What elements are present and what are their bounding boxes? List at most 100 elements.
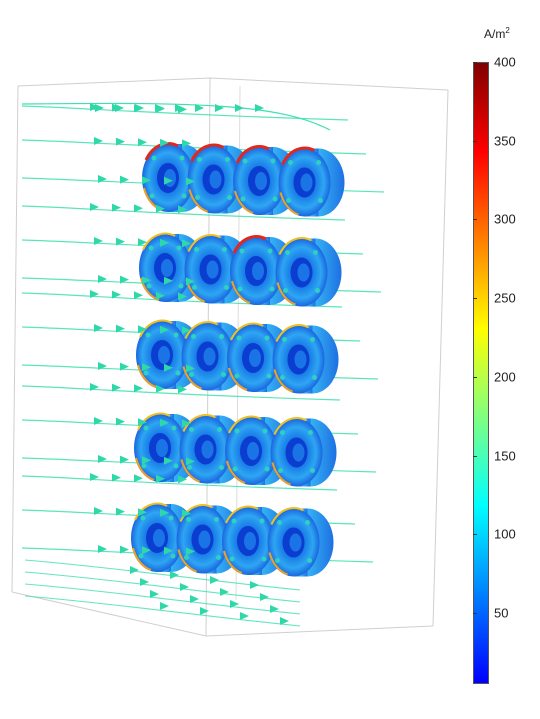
flow-arrow bbox=[138, 508, 147, 517]
coil-hole-inner bbox=[292, 443, 305, 462]
coil-rim bbox=[188, 189, 208, 213]
coil-pin bbox=[173, 463, 179, 469]
coil-pin bbox=[232, 466, 238, 472]
coil-pin bbox=[224, 285, 229, 290]
coil-rim bbox=[134, 502, 168, 521]
coil bbox=[181, 321, 248, 391]
flow-arrow bbox=[98, 545, 107, 553]
streamline bbox=[24, 571, 301, 603]
coil-rim bbox=[231, 280, 251, 304]
coil-pin bbox=[151, 155, 157, 161]
flow-arrow bbox=[138, 238, 147, 247]
coil-rim bbox=[276, 282, 296, 306]
flow-arrow bbox=[195, 104, 204, 112]
coil-rim bbox=[137, 412, 171, 431]
flow-arrow bbox=[116, 237, 125, 246]
coil-hole-inner bbox=[252, 262, 264, 280]
flow-arrow bbox=[150, 590, 159, 598]
coil-pin bbox=[229, 556, 235, 562]
coil-rim bbox=[226, 460, 246, 484]
coil-pin bbox=[145, 332, 151, 338]
colorbar-tick-mark bbox=[473, 613, 477, 615]
coil-pin bbox=[219, 465, 224, 470]
coil-pin bbox=[305, 520, 310, 525]
flow-arrow bbox=[186, 364, 195, 373]
coil-hole-inner bbox=[294, 350, 307, 369]
coil-rim bbox=[177, 549, 197, 573]
flow-arrow bbox=[178, 292, 187, 301]
flow-arrow bbox=[178, 205, 187, 214]
flow-arrow bbox=[164, 546, 173, 555]
flow-arrow bbox=[142, 276, 151, 285]
flow-arrow bbox=[178, 385, 187, 394]
flow-arrow bbox=[182, 419, 191, 428]
flow-arrow bbox=[160, 238, 169, 247]
coil-pin bbox=[184, 555, 189, 560]
flow-arrow bbox=[255, 104, 264, 112]
coil-pin bbox=[225, 157, 230, 162]
flow-arrow bbox=[94, 137, 103, 145]
flow-arrow bbox=[112, 383, 121, 392]
coil-rim bbox=[132, 547, 152, 571]
coil-hole-inner bbox=[300, 173, 313, 192]
coil-pin bbox=[146, 283, 152, 289]
coil-rim bbox=[190, 143, 225, 163]
flow-arrow bbox=[175, 104, 184, 112]
coil bbox=[272, 324, 339, 394]
flow-arrow bbox=[94, 324, 103, 332]
flow-arrow bbox=[142, 456, 151, 465]
coil bbox=[179, 414, 246, 484]
flow-arrow bbox=[160, 325, 169, 334]
flow-arrow bbox=[142, 546, 151, 555]
coil-rim bbox=[139, 319, 173, 338]
coil-pin bbox=[181, 193, 187, 199]
flow-arrow bbox=[164, 176, 173, 185]
flow-arrow bbox=[170, 571, 179, 579]
flow-arrow bbox=[120, 362, 129, 371]
flow-arrow bbox=[90, 383, 99, 391]
coil-pin bbox=[170, 553, 176, 559]
coil-rim bbox=[179, 504, 213, 522]
flow-arrow bbox=[160, 602, 169, 610]
coil-pin bbox=[214, 517, 219, 522]
coil-rim bbox=[279, 192, 299, 216]
flow-arrow bbox=[155, 104, 164, 112]
flow-arrow bbox=[90, 103, 99, 111]
coil-pin bbox=[270, 158, 276, 164]
coil-pin bbox=[234, 373, 240, 379]
flow-arrow bbox=[186, 177, 195, 186]
coil-pin bbox=[307, 558, 312, 563]
coil bbox=[227, 322, 293, 392]
coil-pin bbox=[310, 337, 315, 342]
coil-pin bbox=[173, 332, 179, 338]
flow-arrow bbox=[156, 474, 165, 483]
coil-hole-inner bbox=[297, 263, 310, 282]
coil-pin bbox=[176, 245, 182, 251]
flow-arrows bbox=[90, 103, 289, 625]
colorbar-tick-mark bbox=[473, 376, 477, 378]
flow-arrow bbox=[98, 362, 107, 370]
coil-pin bbox=[264, 466, 270, 472]
flow-arrow bbox=[260, 593, 269, 601]
coil-pin bbox=[221, 372, 226, 377]
coil-rim bbox=[182, 366, 202, 390]
coil-pin bbox=[219, 334, 224, 339]
coil-rim bbox=[230, 322, 264, 341]
coil bbox=[270, 417, 337, 487]
coil-rim bbox=[228, 415, 262, 434]
flow-arrow bbox=[182, 509, 191, 518]
coil-rim bbox=[232, 235, 267, 254]
flow-arrow bbox=[116, 137, 125, 146]
coil-pin bbox=[143, 370, 149, 376]
coil-hole-inner bbox=[156, 439, 168, 457]
coil-pin bbox=[259, 518, 265, 524]
flow-arrow bbox=[160, 138, 169, 147]
flow-arrow bbox=[112, 473, 121, 482]
flow-arrow bbox=[220, 588, 229, 596]
coil-hole-inner bbox=[249, 349, 261, 367]
flow-arrow bbox=[112, 203, 121, 212]
coil-pin bbox=[216, 555, 221, 560]
flow-arrow bbox=[240, 612, 249, 620]
flow-arrow bbox=[134, 384, 143, 393]
coil-pin bbox=[288, 160, 293, 165]
